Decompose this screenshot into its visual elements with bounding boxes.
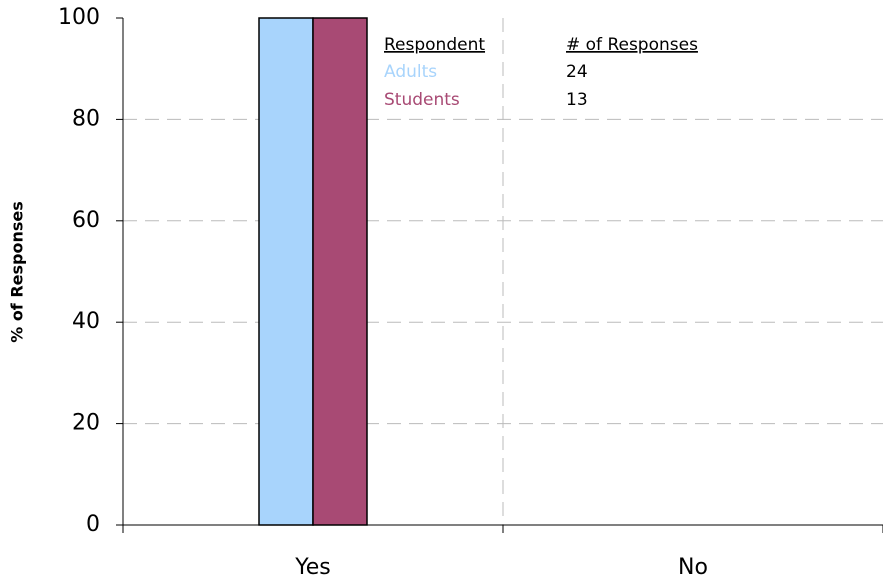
x-tick-label: Yes: [294, 555, 331, 580]
legend-count: 24: [566, 62, 588, 82]
legend-header: # of Responses: [566, 35, 698, 55]
legend-entry: Students: [384, 90, 460, 110]
legend-header: Respondent: [384, 35, 485, 55]
y-tick-label: 0: [86, 512, 100, 537]
bar: [312, 17, 368, 526]
bar: [258, 17, 314, 526]
legend-count: 13: [566, 90, 588, 110]
y-tick-label: 20: [72, 411, 100, 436]
x-tick-label: No: [678, 555, 708, 580]
legend-entry: Adults: [384, 62, 437, 82]
y-axis-label: % of Responses: [8, 201, 27, 343]
y-tick-label: 100: [58, 5, 100, 30]
y-tick-label: 80: [72, 106, 100, 131]
y-tick-label: 40: [72, 309, 100, 334]
y-tick-label: 60: [72, 208, 100, 233]
